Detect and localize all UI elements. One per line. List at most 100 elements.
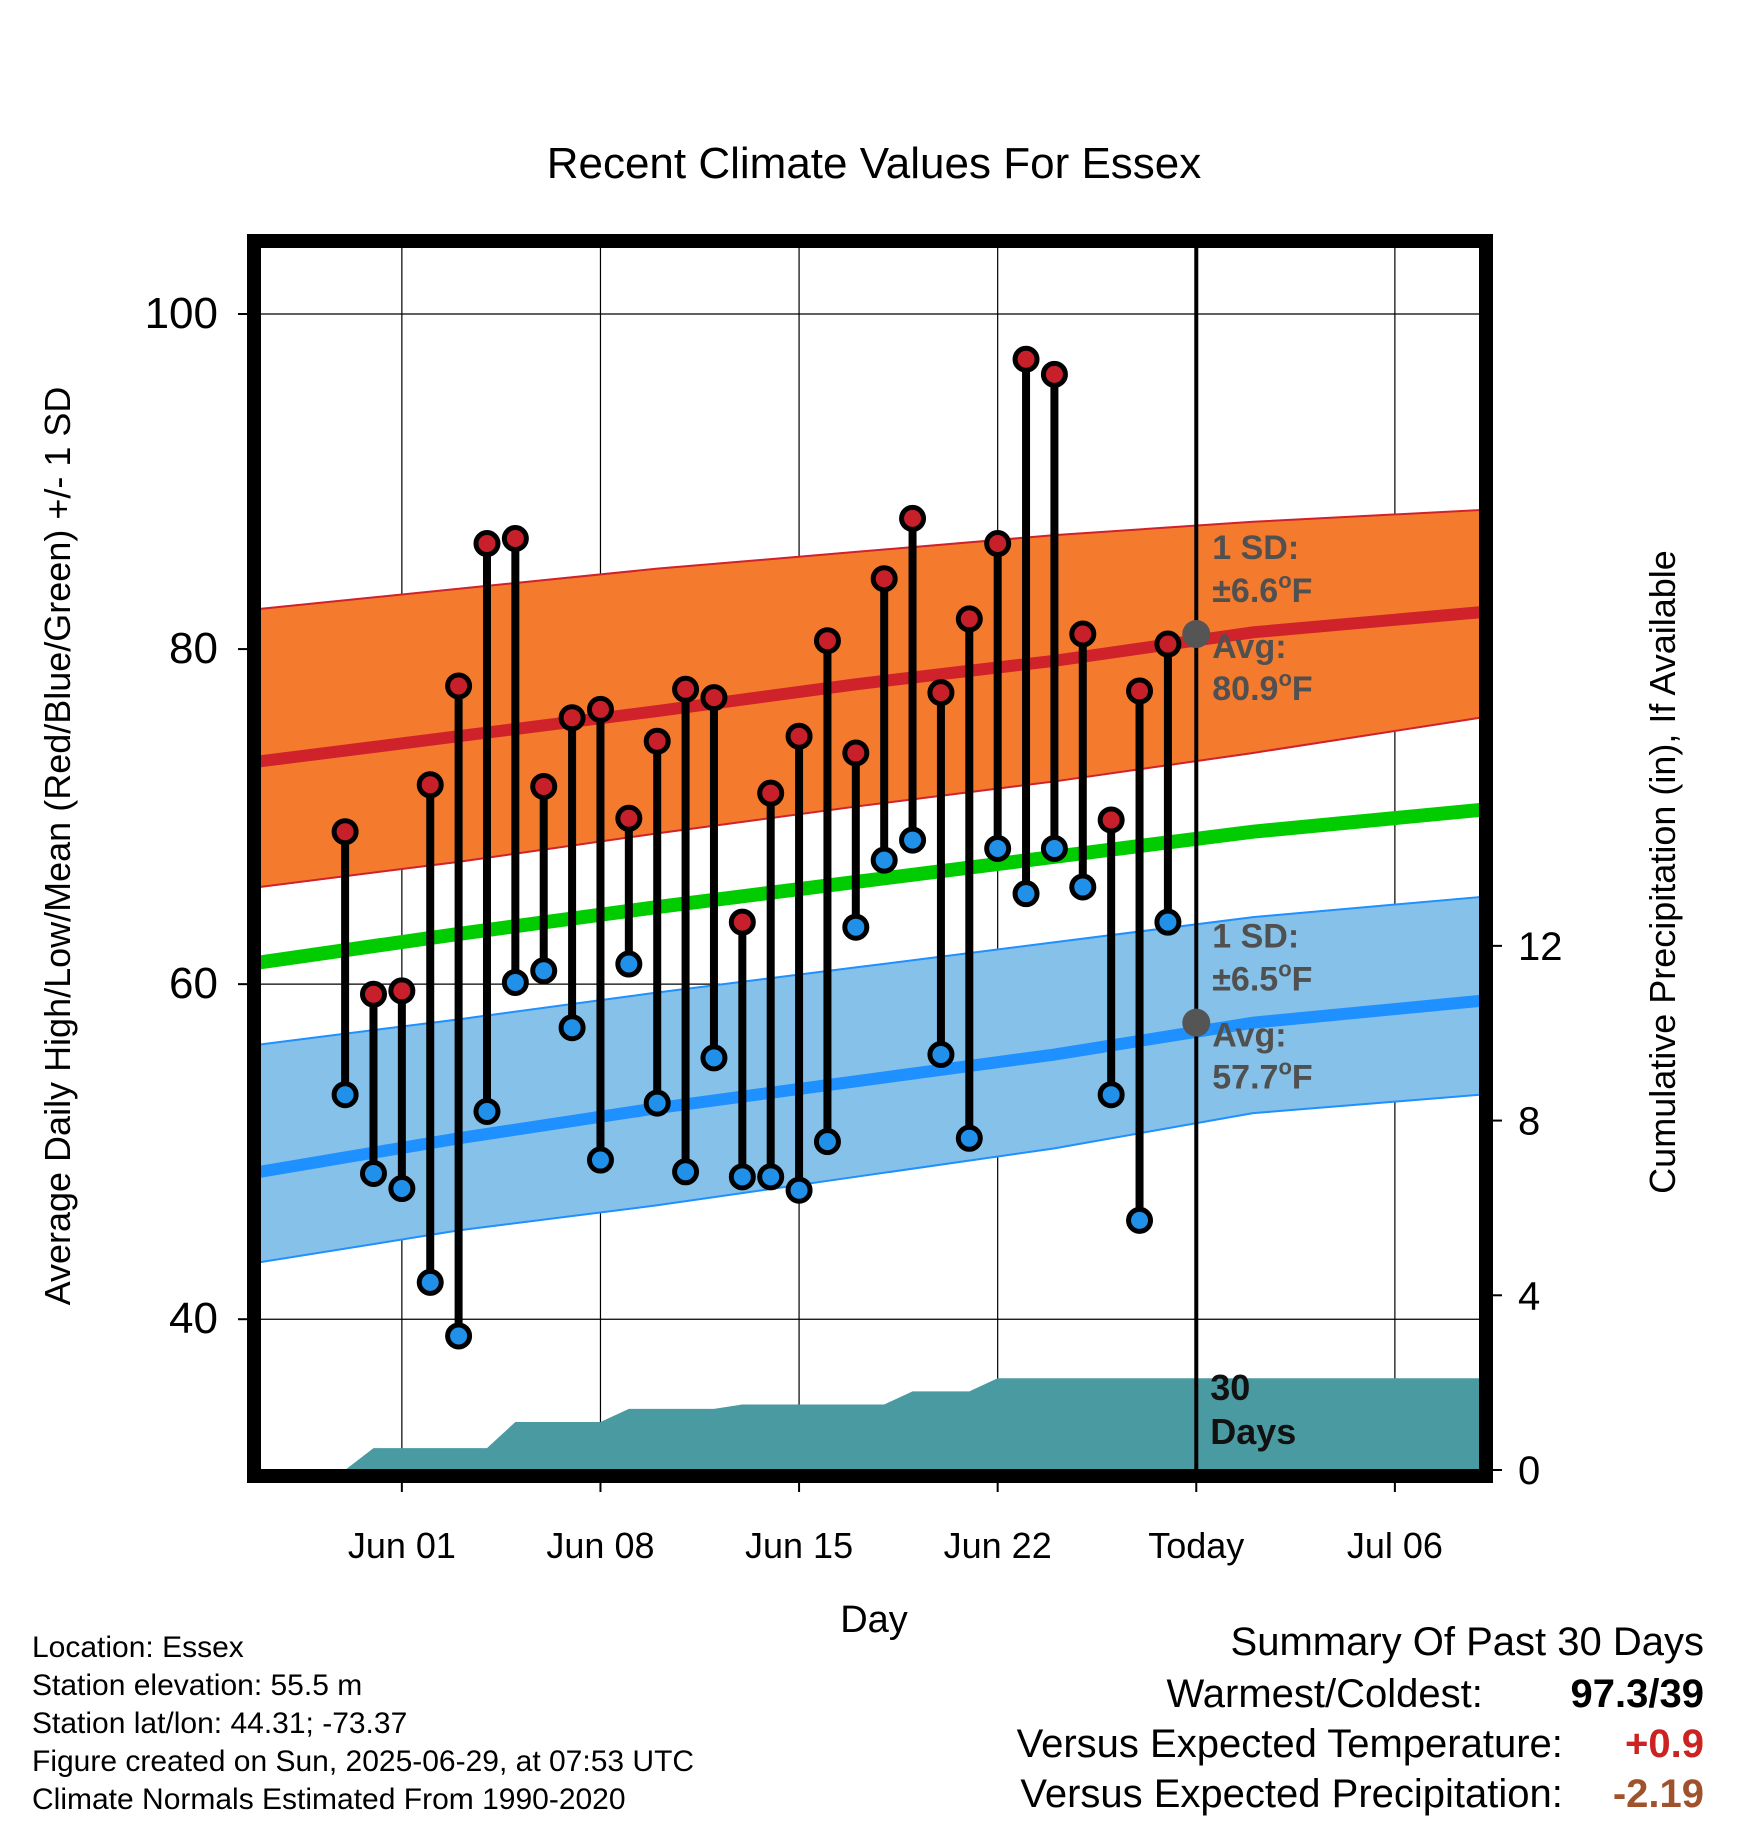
daily-low-point [643,1089,671,1117]
daily-low-point [1040,834,1068,862]
daily-low-point [1097,1081,1125,1109]
y2-tick-label: 4 [1518,1274,1540,1318]
daily-low-point [700,1044,728,1072]
daily-high-point [672,675,700,703]
daily-high-point [728,908,756,936]
low-avg-value: 57.7oF [1212,1055,1312,1097]
daily-low-point [388,1175,416,1203]
info-created: Figure created on Sun, 2025-06-29, at 07… [32,1745,695,1778]
x-tick-label: Jun 01 [348,1525,456,1566]
daily-low-point [672,1158,700,1186]
daily-high-point [530,772,558,800]
high-avg-value: 80.9oF [1212,666,1312,708]
y-tick-label: 100 [145,289,218,338]
y-axis-label: Average Daily High/Low/Mean (Red/Blue/Gr… [37,387,78,1306]
daily-high-point [501,525,529,553]
daily-low-point [331,1081,359,1109]
daily-low-point [473,1097,501,1125]
low-sd-label: 1 SD: [1212,918,1299,956]
daily-high-point [388,977,416,1005]
summary-precip-value: -2.19 [1612,1772,1704,1816]
daily-high-point [1069,620,1097,648]
daily-high-point [586,695,614,723]
daily-high-point [1154,630,1182,658]
y2-axis-label: Cumulative Precipitation (in), If Availa… [1642,550,1683,1194]
y2-tick-label: 12 [1518,925,1563,969]
daily-low-point [501,968,529,996]
x-tick-label: Jun 22 [944,1525,1052,1566]
x-tick-label: Jul 06 [1347,1525,1443,1566]
daily-high-point [700,684,728,712]
today-high-avg-marker [1182,620,1211,649]
info-location: Location: Essex [32,1631,244,1664]
low-sd-value: ±6.5oF [1212,957,1312,999]
daily-high-point [416,771,444,799]
precipitation-area [345,1378,1481,1470]
daily-high-point [643,727,671,755]
summary-warm-cold-label: Warmest/Coldest: [1166,1672,1483,1716]
daily-low-point [530,957,558,985]
summary-warm-cold: Warmest/Coldest: 97.3/39 [1167,1672,1705,1717]
daily-high-point [1126,677,1154,705]
info-normals: Climate Normals Estimated From 1990-2020 [32,1783,626,1816]
daily-high-point [1097,806,1125,834]
daily-high-point [899,504,927,532]
high-avg-label: Avg: [1212,628,1286,666]
summary-temp-value: +0.9 [1625,1722,1704,1766]
daily-low-point [1126,1206,1154,1234]
daily-low-point [984,834,1012,862]
daily-low-point [445,1322,473,1350]
summary-title: Summary Of Past 30 Days [1230,1620,1704,1664]
daily-low-point [558,1014,586,1042]
low-avg-label: Avg: [1212,1017,1286,1055]
daily-high-point [870,565,898,593]
daily-high-point [842,739,870,767]
daily-low-point [586,1146,614,1174]
daily-low-point [842,913,870,941]
daily-high-point [785,722,813,750]
plot-frame [247,234,1493,1483]
daily-low-point [870,846,898,874]
today-low-avg-marker [1182,1008,1211,1037]
chart-title: Recent Climate Values For Essex [547,139,1202,188]
daily-high-point [955,605,983,633]
summary-precip: Versus Expected Precipitation: -2.19 [1020,1772,1704,1817]
daily-high-point [1040,360,1068,388]
daily-high-point [927,679,955,707]
summary-warm-cold-value: 97.3/39 [1570,1672,1704,1716]
y-tick-label: 80 [169,624,218,673]
daily-low-point [1012,880,1040,908]
daily-low-point [813,1128,841,1156]
info-latlon: Station lat/lon: 44.31; -73.37 [32,1707,408,1740]
y2-tick-label: 0 [1518,1449,1540,1493]
daily-low-point [899,826,927,854]
precip-label-days: Days [1210,1411,1296,1452]
y2-tick-label: 8 [1518,1100,1540,1144]
daily-high-point [558,704,586,732]
daily-high-point [445,672,473,700]
daily-high-point [331,818,359,846]
daily-high-point [359,980,387,1008]
daily-low-point [785,1176,813,1204]
daily-low-point [1154,908,1182,936]
daily-low-point [757,1163,785,1191]
y-tick-label: 60 [169,959,218,1008]
x-tick-label: Today [1148,1525,1244,1566]
daily-high-point [615,804,643,832]
daily-low-point [1069,873,1097,901]
daily-low-point [728,1163,756,1191]
x-tick-label: Jun 08 [546,1525,654,1566]
precip-label-30: 30 [1210,1367,1250,1408]
daily-high-point [1012,345,1040,373]
daily-low-point [955,1124,983,1152]
daily-high-point [984,530,1012,558]
high-sd-label: 1 SD: [1212,529,1299,567]
daily-low-point [927,1041,955,1069]
daily-high-point [813,627,841,655]
daily-low-point [359,1159,387,1187]
high-sd-value: ±6.6oF [1212,568,1312,610]
daily-high-point [473,530,501,558]
summary-temp: Versus Expected Temperature: +0.9 [1017,1722,1704,1767]
x-tick-label: Jun 15 [745,1525,853,1566]
